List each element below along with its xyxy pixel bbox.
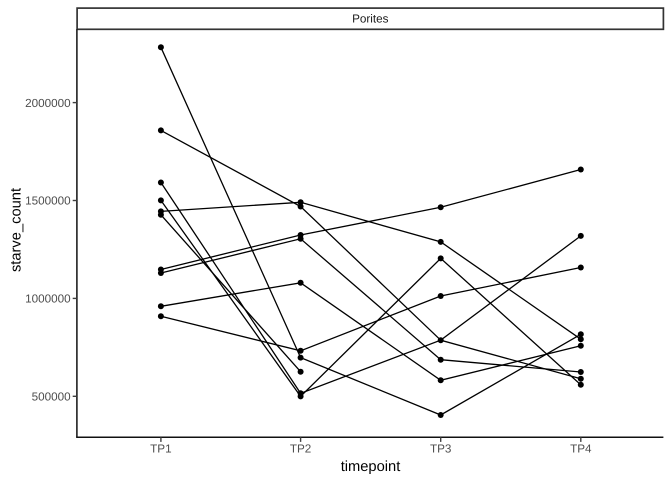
svg-text:TP4: TP4 (570, 442, 592, 455)
svg-text:2000000: 2000000 (25, 97, 71, 110)
svg-text:TP2: TP2 (290, 442, 311, 455)
svg-text:500000: 500000 (32, 391, 72, 404)
svg-text:1500000: 1500000 (25, 195, 71, 208)
svg-text:timepoint: timepoint (341, 459, 401, 475)
svg-text:1000000: 1000000 (25, 293, 71, 306)
svg-text:starve_count: starve_count (8, 188, 24, 272)
svg-text:Porites: Porites (352, 13, 389, 26)
svg-text:TP3: TP3 (430, 442, 451, 455)
svg-text:TP1: TP1 (150, 442, 171, 455)
